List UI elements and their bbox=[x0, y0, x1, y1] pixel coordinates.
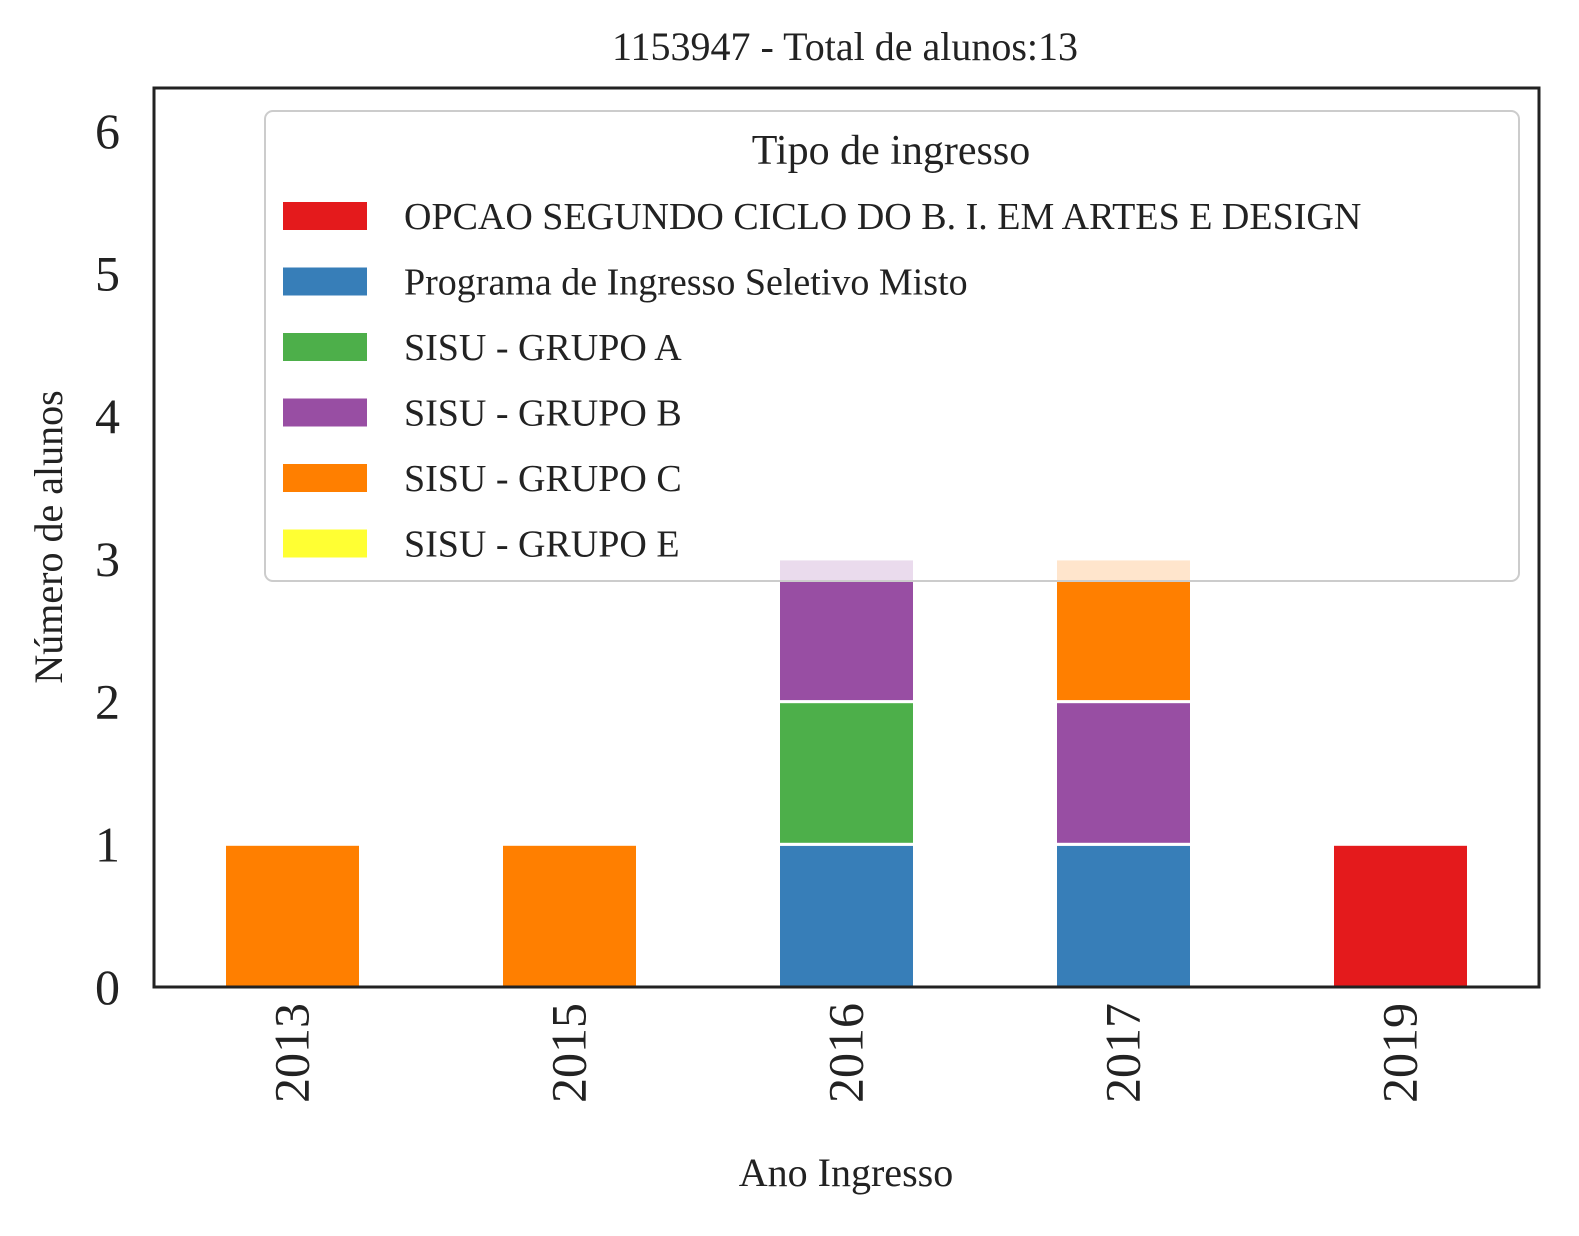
legend-label-0: OPCAO SEGUNDO CICLO DO B. I. EM ARTES E … bbox=[404, 196, 1361, 238]
legend-swatch-4 bbox=[283, 464, 367, 492]
legend-swatch-1 bbox=[283, 267, 367, 296]
legend-items: OPCAO SEGUNDO CICLO DO B. I. EM ARTES E … bbox=[283, 196, 1361, 566]
legend-swatch-3 bbox=[283, 398, 367, 427]
bar-2016-series-2 bbox=[777, 700, 916, 846]
legend-swatch-0 bbox=[283, 202, 367, 230]
bar-2013-series-4 bbox=[223, 842, 362, 989]
x-tick-label-2019: 2019 bbox=[1372, 1003, 1428, 1103]
y-tick-label-2: 2 bbox=[95, 674, 120, 730]
y-axis-label: Número de alunos bbox=[26, 390, 71, 683]
x-axis-label: Ano Ingresso bbox=[739, 1150, 953, 1195]
legend-frame bbox=[264, 110, 1520, 582]
bar-2016-series-3 bbox=[777, 557, 916, 704]
x-tick-label-2013: 2013 bbox=[264, 1003, 320, 1103]
y-tick-label-5: 5 bbox=[95, 246, 120, 302]
legend-label-2: SISU - GRUPO A bbox=[404, 327, 682, 369]
y-tick-label-3: 3 bbox=[95, 531, 120, 587]
bar-2017-series-4 bbox=[1054, 557, 1193, 704]
legend-swatch-2 bbox=[283, 333, 367, 361]
y-tick-label-1: 1 bbox=[95, 816, 120, 872]
legend-label-3: SISU - GRUPO B bbox=[404, 393, 682, 435]
x-ticks: 2013 2015 2016 2017 2019 bbox=[264, 1003, 1428, 1103]
y-ticks: 0 1 2 3 4 5 6 bbox=[95, 103, 120, 1015]
legend-swatch-5 bbox=[283, 529, 367, 558]
legend: Tipo de ingresso OPCAO SEGUNDO CICLO DO … bbox=[264, 110, 1520, 582]
y-tick-label-0: 0 bbox=[95, 959, 120, 1015]
bar-2017-series-1 bbox=[1054, 842, 1193, 989]
x-tick-label-2016: 2016 bbox=[818, 1003, 874, 1103]
plot-frame bbox=[152, 86, 1541, 989]
legend-label-4: SISU - GRUPO C bbox=[404, 458, 682, 500]
bars-group bbox=[223, 557, 1470, 989]
chart-title: 1153947 - Total de alunos:13 bbox=[612, 24, 1078, 69]
x-tick-label-2015: 2015 bbox=[541, 1003, 597, 1103]
bar-2015-series-4 bbox=[500, 842, 639, 989]
bar-2017-series-3 bbox=[1054, 700, 1193, 846]
legend-label-5: SISU - GRUPO E bbox=[404, 524, 680, 566]
bar-2019-series-0 bbox=[1331, 842, 1470, 989]
y-tick-label-6: 6 bbox=[95, 103, 120, 159]
bar-2016-series-1 bbox=[777, 842, 916, 989]
legend-label-1: Programa de Ingresso Seletivo Misto bbox=[404, 262, 968, 304]
y-tick-label-4: 4 bbox=[95, 388, 120, 444]
x-tick-label-2017: 2017 bbox=[1095, 1003, 1151, 1103]
legend-title: Tipo de ingresso bbox=[752, 128, 1030, 174]
